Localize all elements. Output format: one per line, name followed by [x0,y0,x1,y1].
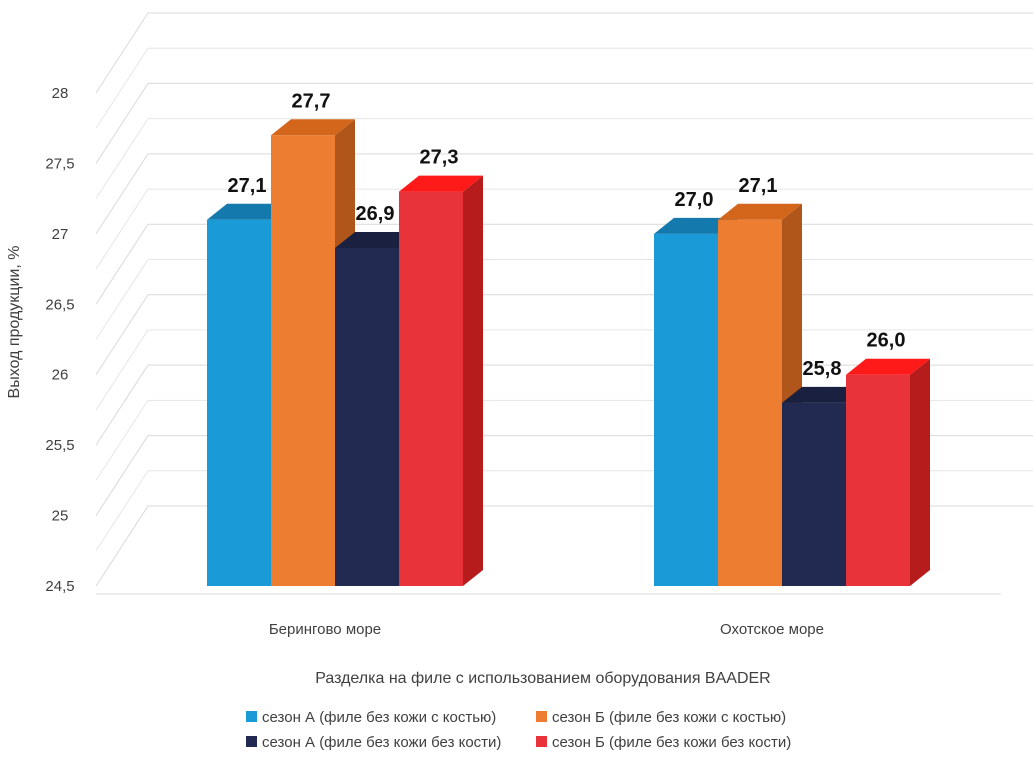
bar-top [846,358,930,375]
gridline-depth [95,224,149,305]
x-tick-label: Берингово море [269,621,381,638]
legend-item: сезон Б (филе без кожи без кости) [536,734,791,751]
gridline-depth [95,364,149,446]
data-label: 26,0 [867,330,906,352]
y-tick-label: 28 [52,85,69,102]
y-tick-label: 24,5 [45,578,74,595]
bar-top [782,386,866,403]
gridline-minor-depth [95,259,149,340]
bar [654,233,718,586]
bar-side [910,358,930,586]
bar-top [399,175,483,192]
bar-top [718,203,802,220]
gridline-depth [95,294,149,375]
legend-item: сезон А (филе без кожи без кости) [246,734,501,751]
y-tick-label: 27,5 [45,155,74,172]
legend-item: сезон А (филе без кожи с костью) [246,709,496,726]
x-axis-title: Разделка на филе с использованием оборуд… [315,670,770,687]
gridline-depth [95,505,149,587]
bar [271,135,335,586]
bar [782,402,846,586]
legend-label: сезон А (филе без кожи без кости) [262,734,501,751]
gridline-depth [95,153,149,235]
bars-layer [207,119,930,586]
gridline-depth [95,12,149,94]
bar-top [654,217,738,234]
gridline-minor-depth [95,188,149,270]
data-label: 27,1 [228,175,267,197]
legend-label: сезон А (филе без кожи с костью) [262,709,496,726]
gridline-minor-depth [95,118,149,199]
x-tick-label: Охотское море [720,621,824,638]
bar [399,191,463,586]
legend-label: сезон Б (филе без кожи без кости) [552,734,791,751]
data-label: 27,3 [420,147,459,169]
y-tick-label: 26,5 [45,296,74,313]
bar-top [271,119,355,136]
y-tick-label: 27 [52,226,69,243]
gridline-minor-depth [95,329,149,411]
data-label: 27,7 [292,90,331,112]
legend: сезон А (филе без кожи с костью) сезон Б … [246,709,791,751]
gridline-minor-depth [95,470,149,552]
legend-label: сезон Б (филе без кожи с костью) [552,709,786,726]
data-label: 27,0 [675,189,714,211]
legend-item: сезон Б (филе без кожи с костью) [536,709,786,726]
legend-swatch [246,711,257,722]
y-axis-title: Выход продукции, % [6,246,23,399]
gridline-minor-depth [95,47,149,129]
bar [718,219,782,586]
data-label: 25,8 [803,358,842,380]
bar-top [335,231,419,248]
data-label: 26,9 [356,203,395,225]
bar [846,374,910,586]
data-label: 27,1 [739,175,778,197]
y-tick-label: 25,5 [45,437,74,454]
gridline-minor-depth [95,400,149,481]
legend-swatch [536,711,547,722]
y-tick-label: 25 [52,508,69,525]
bar-top [207,203,291,220]
bar [335,247,399,586]
gridline-depth [95,83,149,164]
legend-swatch [246,736,257,747]
bar [207,219,271,586]
labels-layer: 27,1 27,7 26,9 27,3 Берингово море 27,0 27,1 25… [228,90,906,638]
gridline-depth [95,435,149,516]
y-tick-label: 26 [52,367,69,384]
legend-swatch [536,736,547,747]
bar-side [463,175,483,586]
